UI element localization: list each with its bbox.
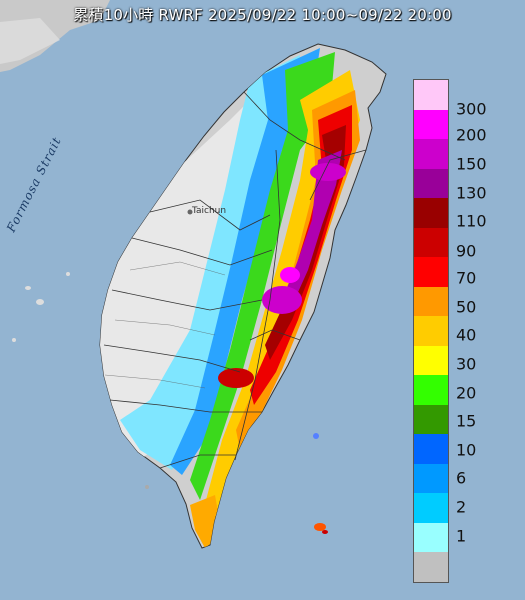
legend-label: 10 [456, 440, 477, 460]
legend-swatch-40 [414, 316, 448, 346]
legend-label: 20 [456, 383, 477, 403]
legend-label: 150 [456, 154, 487, 174]
legend-label: 50 [456, 297, 477, 317]
legend-swatch-1 [414, 522, 448, 552]
green-island [314, 523, 326, 531]
map-title: 累積10小時 RWRF 2025/09/22 10:00~09/22 20:00 [73, 6, 452, 24]
legend-label: 30 [456, 354, 477, 374]
legend-swatch-15 [414, 404, 448, 434]
county-boundaries [103, 91, 367, 469]
legend-swatch-0 [414, 552, 448, 582]
legend-label: 110 [456, 211, 487, 231]
legend-swatch-130 [414, 168, 448, 198]
legend-swatch-110 [414, 198, 448, 228]
lanyu-island [313, 433, 319, 439]
legend-label: 40 [456, 325, 477, 345]
legend-label: 90 [456, 241, 477, 261]
legend-label: 300 [456, 99, 487, 118]
rainfall-overlay [100, 48, 360, 548]
legend-swatch-200 [414, 109, 448, 139]
legend-label: 2 [456, 497, 467, 517]
legend-swatch-70 [414, 257, 448, 287]
legend-swatch-30 [414, 345, 448, 375]
legend-swatch-150 [414, 139, 448, 169]
taichung-label: Taichun [192, 206, 227, 216]
legend-swatch-20 [414, 375, 448, 405]
legend-label: 130 [456, 183, 487, 203]
legend-label: 1 [456, 526, 467, 546]
legend-label: 15 [456, 411, 477, 431]
legend-swatch-90 [414, 227, 448, 257]
legend-swatch-2 [414, 493, 448, 523]
legend-swatch-6 [414, 463, 448, 493]
taichung-marker [187, 209, 193, 215]
legend-swatch-300 [414, 80, 448, 110]
legend-label: 6 [456, 468, 467, 488]
rainfall-legend-colorbar [413, 79, 449, 583]
legend-swatch-50 [414, 286, 448, 316]
legend-label: 70 [456, 268, 477, 288]
legend-label: 200 [456, 125, 487, 145]
legend-swatch-10 [414, 434, 448, 464]
